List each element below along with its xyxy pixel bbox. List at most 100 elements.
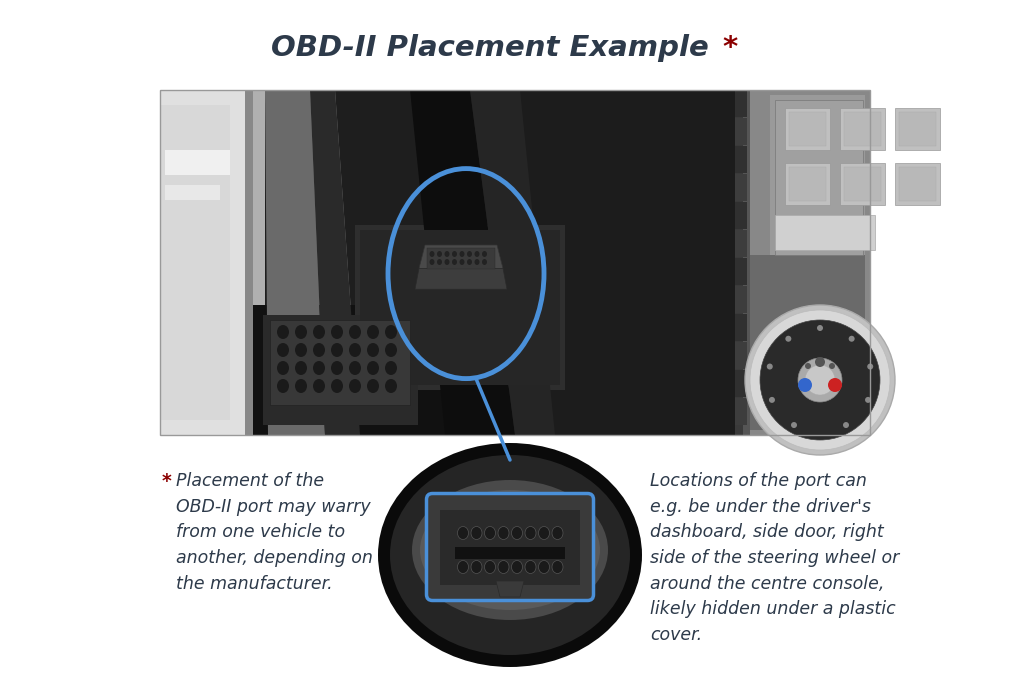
Ellipse shape bbox=[277, 379, 288, 393]
Ellipse shape bbox=[331, 325, 342, 339]
Ellipse shape bbox=[816, 325, 822, 331]
Bar bbox=[774, 215, 874, 250]
Bar bbox=[160, 90, 265, 435]
Bar bbox=[735, 342, 746, 369]
Bar bbox=[898, 112, 935, 146]
Ellipse shape bbox=[744, 305, 894, 455]
Ellipse shape bbox=[429, 251, 434, 257]
Polygon shape bbox=[265, 90, 325, 435]
Ellipse shape bbox=[497, 526, 508, 539]
Polygon shape bbox=[410, 90, 515, 435]
Ellipse shape bbox=[828, 363, 835, 369]
Ellipse shape bbox=[790, 422, 796, 428]
Text: Placement of the
OBD-II port may warry
from one vehicle to
another, depending on: Placement of the OBD-II port may warry f… bbox=[176, 472, 373, 593]
Polygon shape bbox=[470, 90, 554, 435]
Bar bbox=[789, 112, 825, 146]
Ellipse shape bbox=[331, 343, 342, 357]
Bar bbox=[263, 315, 418, 425]
Ellipse shape bbox=[348, 325, 361, 339]
Ellipse shape bbox=[827, 378, 841, 392]
Ellipse shape bbox=[551, 526, 562, 539]
Ellipse shape bbox=[384, 379, 396, 393]
Bar bbox=[735, 118, 746, 145]
Bar bbox=[735, 286, 746, 313]
Ellipse shape bbox=[797, 378, 811, 392]
Ellipse shape bbox=[420, 490, 599, 610]
Ellipse shape bbox=[444, 259, 449, 265]
Ellipse shape bbox=[471, 526, 482, 539]
Bar bbox=[160, 105, 229, 420]
Ellipse shape bbox=[525, 526, 535, 539]
Bar bbox=[785, 108, 829, 150]
Bar bbox=[843, 112, 880, 146]
FancyBboxPatch shape bbox=[426, 494, 593, 600]
Ellipse shape bbox=[348, 343, 361, 357]
Bar bbox=[735, 202, 746, 229]
Bar bbox=[735, 146, 746, 173]
Bar bbox=[439, 509, 580, 585]
Bar bbox=[160, 90, 869, 435]
Ellipse shape bbox=[797, 358, 841, 402]
Text: *: * bbox=[162, 472, 171, 491]
Bar bbox=[245, 90, 253, 435]
Ellipse shape bbox=[474, 251, 479, 257]
Bar bbox=[160, 90, 869, 435]
Ellipse shape bbox=[451, 251, 457, 257]
Ellipse shape bbox=[804, 365, 835, 395]
Ellipse shape bbox=[484, 526, 495, 539]
Ellipse shape bbox=[866, 364, 872, 369]
Ellipse shape bbox=[759, 320, 879, 440]
Polygon shape bbox=[415, 269, 506, 289]
Bar bbox=[427, 248, 494, 269]
Ellipse shape bbox=[484, 560, 495, 573]
Text: OBD-II Placement Example: OBD-II Placement Example bbox=[271, 34, 708, 62]
Ellipse shape bbox=[842, 422, 848, 428]
Ellipse shape bbox=[412, 480, 607, 620]
Bar bbox=[735, 174, 746, 201]
Polygon shape bbox=[495, 581, 524, 597]
Text: Locations of the port can
e.g. be under the driver's
dashboard, side door, right: Locations of the port can e.g. be under … bbox=[649, 472, 899, 644]
Ellipse shape bbox=[294, 361, 307, 375]
Polygon shape bbox=[419, 245, 502, 269]
Bar bbox=[735, 258, 746, 285]
Text: *: * bbox=[721, 34, 737, 62]
Bar bbox=[735, 90, 742, 435]
Ellipse shape bbox=[384, 325, 396, 339]
Ellipse shape bbox=[429, 259, 434, 265]
Ellipse shape bbox=[864, 397, 870, 403]
Bar bbox=[735, 398, 746, 425]
Ellipse shape bbox=[444, 251, 449, 257]
Bar bbox=[749, 255, 864, 430]
Ellipse shape bbox=[313, 361, 325, 375]
Ellipse shape bbox=[766, 364, 772, 369]
Ellipse shape bbox=[551, 560, 562, 573]
Bar bbox=[898, 167, 935, 201]
Bar bbox=[840, 108, 884, 150]
Ellipse shape bbox=[538, 526, 549, 539]
Bar bbox=[840, 163, 884, 205]
Ellipse shape bbox=[294, 379, 307, 393]
Ellipse shape bbox=[313, 379, 325, 393]
Ellipse shape bbox=[848, 336, 854, 342]
Bar bbox=[253, 305, 452, 435]
Ellipse shape bbox=[277, 361, 288, 375]
Ellipse shape bbox=[389, 455, 630, 655]
Bar bbox=[454, 547, 565, 559]
Ellipse shape bbox=[458, 560, 468, 573]
Bar bbox=[739, 90, 869, 435]
Polygon shape bbox=[310, 90, 360, 435]
Polygon shape bbox=[265, 90, 449, 435]
Ellipse shape bbox=[511, 526, 522, 539]
Ellipse shape bbox=[749, 310, 890, 450]
Ellipse shape bbox=[384, 343, 396, 357]
Ellipse shape bbox=[511, 560, 522, 573]
Bar bbox=[894, 163, 940, 205]
Bar bbox=[165, 185, 220, 200]
Ellipse shape bbox=[768, 397, 774, 403]
Ellipse shape bbox=[294, 325, 307, 339]
Ellipse shape bbox=[367, 361, 379, 375]
Ellipse shape bbox=[538, 560, 549, 573]
Ellipse shape bbox=[436, 251, 441, 257]
Bar bbox=[789, 167, 825, 201]
Ellipse shape bbox=[313, 325, 325, 339]
